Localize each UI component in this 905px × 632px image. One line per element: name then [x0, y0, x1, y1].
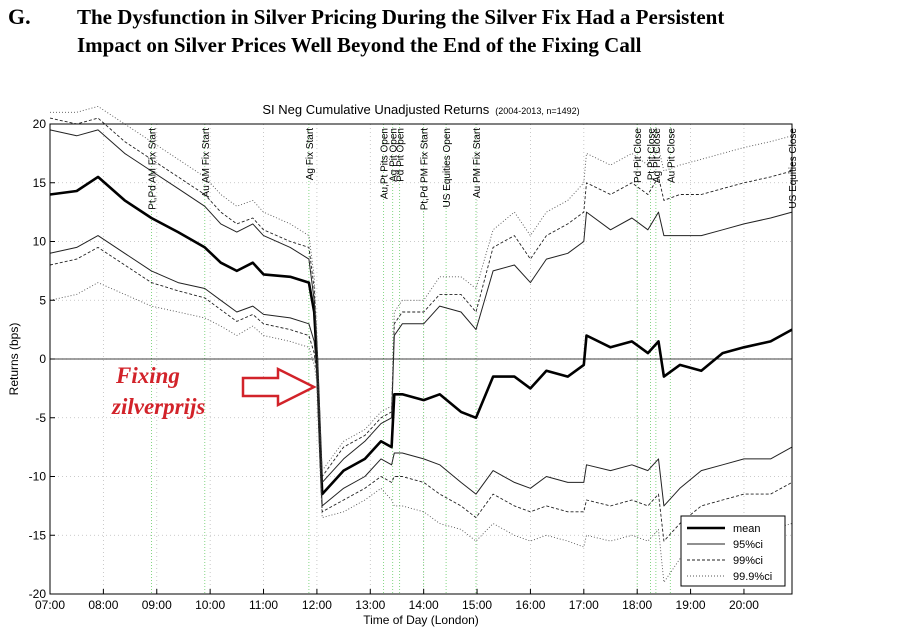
fixing-annotation: Fixing zilverprijs: [111, 363, 317, 419]
series-line-lower-99-9-ci: [49, 282, 793, 583]
y-tick-labels: -20 -15 -10 -5 0 5 10 15 20: [29, 117, 55, 601]
series-line-99-9-ci: [50, 105, 793, 472]
x-tick-label: 07:00: [35, 598, 65, 612]
x-tick-label: 08:00: [88, 598, 118, 612]
y-axis-label: Returns (bps): [7, 323, 21, 396]
y-tick-label: -20: [29, 587, 47, 601]
event-label: US Equities Close: [788, 128, 799, 209]
x-tick-label: 14:00: [409, 598, 439, 612]
x-tick-label: 20:00: [729, 598, 759, 612]
event-label: Pt,Pd PM Fix Start: [420, 128, 431, 210]
event-label: Ag Fix Start: [305, 128, 316, 180]
annotation-line-1: Fixing: [115, 363, 180, 388]
series-line-mean: [49, 175, 793, 496]
x-tick-label: 13:00: [355, 598, 385, 612]
event-label: Pt,Pd AM Fix Start: [147, 128, 158, 210]
x-tick-label: 09:00: [142, 598, 172, 612]
y-tick-label: 5: [39, 293, 46, 307]
event-label: Pd Pit Close: [633, 128, 644, 183]
section-letter: G.: [8, 4, 31, 29]
legend-label: 99%ci: [733, 555, 763, 567]
heading-line-1: The Dysfunction in Silver Pricing During…: [77, 5, 725, 29]
x-tick-label: 11:00: [249, 598, 278, 612]
event-label: Au AM Fix Start: [201, 128, 212, 198]
x-tick-label: 12:00: [302, 598, 332, 612]
y-tick-label: -15: [29, 528, 47, 542]
event-label: US Equities Open: [442, 128, 453, 208]
event-label: Ag Pit Open: [389, 128, 400, 182]
legend-label: 99.9%ci: [733, 571, 772, 583]
event-label: Pt Pit Close: [647, 128, 658, 181]
y-tick-label: 10: [33, 235, 47, 249]
arrow-icon: [241, 366, 317, 408]
x-tick-label: 15:00: [462, 598, 492, 612]
x-tick-label: 10:00: [195, 598, 225, 612]
event-label: Au Pit Close: [666, 128, 677, 183]
legend-label: mean: [733, 523, 761, 535]
y-tick-label: 0: [39, 352, 46, 366]
series-line-95-ci: [49, 129, 793, 483]
chart-title: SI Neg Cumulative Unadjusted Returns (200…: [262, 102, 579, 117]
x-tick-label: 16:00: [515, 598, 545, 612]
legend: mean 95%ci 99%ci 99.9%ci: [680, 515, 786, 587]
series-line-lower-99-ci: [49, 246, 793, 542]
x-tick-label: 18:00: [622, 598, 652, 612]
heading-line-2: Impact on Silver Prices Well Beyond the …: [77, 33, 642, 57]
chart-title-main: SI Neg Cumulative Unadjusted Returns: [262, 102, 489, 117]
y-tick-label: 20: [33, 117, 47, 131]
section-heading: G. The Dysfunction in Silver Pricing Dur…: [0, 0, 905, 80]
event-label: Pd Pit Open: [396, 128, 407, 182]
y-tick-label: 15: [33, 176, 47, 190]
series-line-lower-95-ci: [49, 235, 793, 507]
event-label: Au PM Fix Start: [472, 128, 483, 198]
y-tick-label: -5: [35, 411, 46, 425]
returns-chart: Pt,Pd AM Fix Start Au AM Fix Start Ag Fix …: [7, 102, 799, 627]
x-tick-labels: 07:00 08:00 09:00 10:00 11:00 12:00 13:00 14:00…: [35, 589, 759, 612]
x-tick-label: 17:00: [569, 598, 599, 612]
chart-title-suffix: (2004-2013, n=1492): [495, 106, 579, 116]
x-tick-label: 19:00: [676, 598, 706, 612]
legend-label: 95%ci: [733, 539, 763, 551]
series-group: [49, 105, 793, 583]
annotation-line-2: zilverprijs: [111, 394, 205, 419]
event-label: Ag Pit Close: [652, 128, 663, 183]
y-tick-label: -10: [29, 470, 47, 484]
event-label: Au,Pt Pits Open: [380, 128, 391, 199]
series-line-99-ci: [49, 117, 793, 477]
x-axis-label: Time of Day (London): [363, 613, 479, 627]
